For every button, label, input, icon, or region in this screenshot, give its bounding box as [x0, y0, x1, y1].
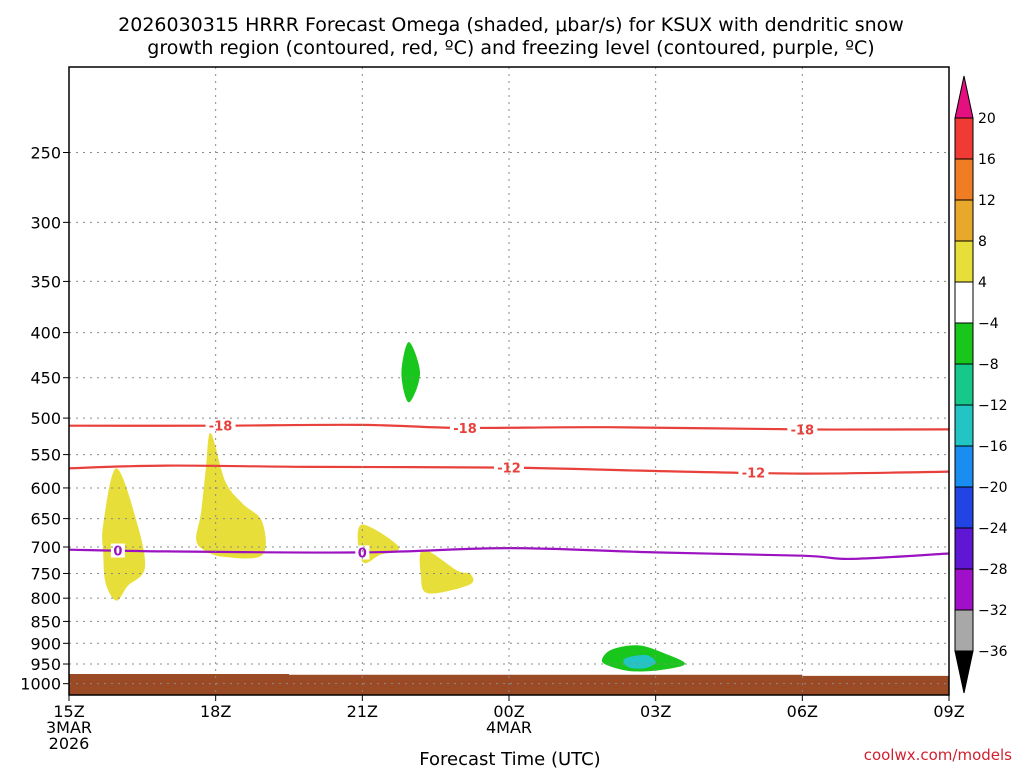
colorbar-band — [954, 527, 974, 570]
colorbar-label: −36 — [978, 644, 1008, 660]
y-tick-label: 600 — [30, 479, 61, 498]
colorbar-band — [954, 117, 974, 160]
omega-region-3 — [419, 549, 474, 594]
x-tick-label: 4MAR — [486, 718, 532, 737]
colorbar-band — [954, 322, 974, 365]
contour-label--18-1: -18 — [453, 422, 477, 437]
contour-label--12-1: -12 — [742, 467, 766, 482]
colorbar-label: 4 — [978, 275, 987, 291]
contour-label-bg — [787, 422, 818, 437]
y-tick-label: 300 — [30, 213, 61, 232]
contour-label--18-2: -18 — [791, 423, 815, 438]
x-tick-label: 06Z — [787, 702, 818, 721]
colorbar-label: −28 — [978, 562, 1008, 578]
colorbar-label: −8 — [978, 357, 999, 373]
contour-line-0 — [69, 546, 949, 561]
colorbar-band — [954, 240, 974, 283]
x-tick-label: 09Z — [933, 702, 964, 721]
colorbar-band — [954, 568, 974, 611]
y-tick-label: 550 — [30, 446, 61, 465]
x-tick-label: 18Z — [200, 702, 231, 721]
omega-region-4 — [401, 342, 420, 403]
x-axis-label: Forecast Time (UTC) — [419, 749, 600, 768]
colorbar-band — [954, 281, 974, 324]
contour-label-bg — [205, 418, 236, 433]
x-tick-label: 03Z — [640, 702, 671, 721]
y-tick-label: 500 — [30, 409, 61, 428]
y-tick-label: 450 — [30, 369, 61, 388]
colorbar-band — [954, 609, 974, 652]
colorbar-band — [954, 363, 974, 406]
y-tick-label: 750 — [30, 564, 61, 583]
contour-label-bg — [738, 465, 769, 480]
contour-label-0-1: 0 — [358, 546, 367, 561]
colorbar-label: −20 — [978, 480, 1008, 496]
site-credit: coolwx.com/models — [864, 746, 1012, 764]
x-tick-label: 00Z — [493, 702, 524, 721]
y-tick-label: 900 — [30, 634, 61, 653]
plot-area: -18 -18 -18 -12 -12 0 0 — [68, 66, 950, 696]
colorbar-label: −32 — [978, 603, 1008, 619]
colorbar-band — [954, 199, 974, 242]
y-tick-label: 700 — [30, 538, 61, 557]
colorbar-label: −4 — [978, 316, 999, 332]
x-tick-label: 21Z — [347, 702, 378, 721]
colorbar-bottom-triangle — [954, 650, 974, 694]
colorbar-label: −24 — [978, 521, 1008, 537]
omega-region-1 — [196, 432, 266, 559]
contour-label--18-0: -18 — [209, 420, 233, 435]
contour-label-bg — [450, 420, 480, 435]
colorbar-label: 20 — [978, 111, 996, 127]
y-tick-label: 650 — [30, 510, 61, 529]
colorbar: 20 16 12 8 4 −4 −8 −12 −16 −20 −24 −28 −32 −36 — [954, 75, 1008, 694]
omega-region-6 — [623, 654, 656, 669]
chart-title-line-2: growth region (contoured, red, ºC) and f… — [147, 37, 874, 59]
omega-region-0 — [102, 468, 146, 601]
y-tick-label: 400 — [30, 324, 61, 343]
y-tick-label: 250 — [30, 143, 61, 162]
y-tick-label: 950 — [30, 655, 61, 674]
contour-label-bg — [110, 543, 125, 558]
colorbar-label: 12 — [978, 193, 996, 209]
y-tick-label: 350 — [30, 272, 61, 291]
y-tick-label: 850 — [30, 612, 61, 631]
contour-label-bg — [355, 545, 370, 560]
colorbar-label: −12 — [978, 398, 1008, 414]
x-tick-label: 2026 — [49, 734, 90, 753]
colorbar-label: −16 — [978, 439, 1008, 455]
y-tick-label: 1000 — [20, 675, 61, 694]
colorbar-label: 8 — [978, 234, 987, 250]
chart-title-line-1: 2026030315 HRRR Forecast Omega (shaded, … — [118, 14, 904, 36]
x-tick-label: 3MAR — [46, 718, 92, 737]
colorbar-band — [954, 486, 974, 529]
contour-label-0-0: 0 — [113, 545, 122, 560]
colorbar-band — [954, 158, 974, 201]
y-axis: 250 300 350 400 450 500 550 600 650 700 750 800 850 9… — [20, 143, 69, 694]
colorbar-top-triangle — [954, 75, 974, 119]
colorbar-label: 16 — [978, 152, 996, 168]
colorbar-band — [954, 404, 974, 447]
contour-label--12-0: -12 — [497, 462, 521, 477]
x-tick-label: 15Z — [53, 702, 84, 721]
colorbar-band — [954, 445, 974, 488]
y-tick-label: 800 — [30, 589, 61, 608]
